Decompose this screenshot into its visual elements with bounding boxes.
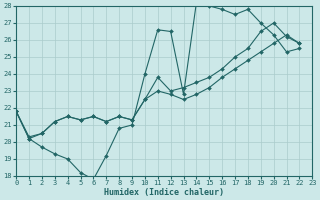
X-axis label: Humidex (Indice chaleur): Humidex (Indice chaleur) [104,188,224,197]
